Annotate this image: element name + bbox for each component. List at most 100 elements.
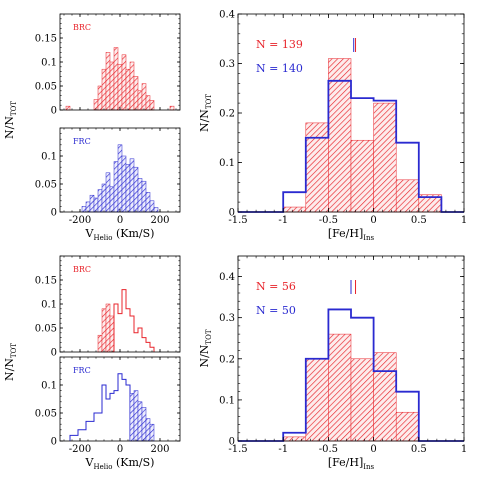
y-tick-label: 0.05	[35, 324, 57, 335]
panel-label-brc: BRC	[73, 23, 91, 32]
x-tick-label: 200	[150, 215, 169, 226]
series-outline-blue	[238, 308, 464, 442]
y-tick-label: 0	[229, 208, 235, 219]
histogram-bar	[81, 206, 87, 213]
histogram-bar	[109, 315, 115, 353]
histogram-bar	[282, 436, 307, 442]
histogram-bar	[395, 179, 420, 213]
histogram-bar	[97, 334, 103, 353]
count-annotation: N = 139	[256, 38, 303, 51]
histogram-bar	[149, 200, 155, 213]
panel-vel-brc-top: 0 0.05 0.1 0.15 BRC N/NTOT	[3, 13, 181, 139]
histogram-bar	[137, 90, 143, 111]
y-tick-label: 0.3	[219, 59, 235, 70]
y-tick-label: 0.2	[219, 109, 235, 120]
y-axis-label-main: N/N	[198, 344, 211, 367]
histogram-bar	[169, 105, 175, 111]
x-tick-label: -0.5	[319, 444, 338, 455]
axes-frame	[237, 255, 465, 442]
x-tick-label: 0.5	[411, 444, 427, 455]
histogram-bar	[109, 186, 115, 213]
x-axis-label-main: V	[85, 456, 95, 469]
y-tick-label: 0	[51, 106, 57, 117]
x-axis-label-main: [Fe/H]	[328, 456, 363, 469]
count-annotation: N = 140	[256, 62, 303, 75]
histogram-outline	[238, 79, 464, 213]
histogram-outline	[238, 308, 464, 442]
histogram-outline	[113, 289, 155, 352]
histogram-bar	[350, 139, 374, 213]
x-tick-label: 200	[150, 444, 169, 455]
histogram-bar	[121, 54, 127, 111]
count-annotation: N = 50	[256, 304, 296, 317]
y-tick-label: 0	[51, 437, 57, 448]
series-outline-blue	[238, 79, 464, 213]
x-tick-label: -1.5	[228, 444, 247, 455]
histogram-bar	[97, 85, 103, 111]
panel-label-brc: BRC	[73, 265, 91, 274]
y-tick-label: 0.1	[41, 152, 57, 163]
panel-vel-frc-bottom: 0 0.05 0.1 -200 0 200 FRC VHelio (Km/S)	[35, 356, 181, 471]
y-tick-label: 0.1	[41, 58, 57, 69]
y-tick-label: 0.2	[219, 354, 235, 365]
y-tick-label: 0.05	[35, 180, 57, 191]
histogram-bar	[395, 411, 420, 442]
x-axis-label: [Fe/H]Ins	[328, 456, 375, 471]
histogram-outline	[69, 373, 131, 441]
histogram-bar	[97, 189, 103, 213]
y-tick-label: 0	[51, 208, 57, 219]
histogram-bar	[101, 308, 107, 353]
y-tick-label: 0.1	[41, 300, 57, 311]
y-tick-label: 0.1	[219, 158, 235, 169]
histogram-bar	[141, 180, 147, 213]
histogram-bar	[137, 401, 143, 442]
x-tick-label: -200	[69, 444, 91, 455]
y-axis-label: N/NTOT	[3, 101, 18, 139]
y-axis-label-sub: TOT	[10, 343, 18, 358]
x-tick-label: -0.5	[319, 215, 338, 226]
y-axis-label: N/NTOT	[198, 329, 213, 367]
histogram-bar	[93, 197, 99, 213]
histogram-bar	[113, 161, 119, 213]
y-tick-label: 0	[51, 348, 57, 359]
histogram-bar	[141, 83, 147, 111]
y-tick-label: 0.4	[219, 10, 235, 21]
x-axis-label-sub: Ins	[363, 234, 374, 242]
histogram-bar	[373, 102, 397, 213]
x-tick-label: 0	[117, 444, 123, 455]
y-axis-label-sub: TOT	[10, 101, 18, 116]
panel-feh-bottom: 0 0.1 0.2 0.3 0.4 -1.5 -1 -0.5 0 0.5 1 N = 56 N = 50…	[198, 255, 467, 471]
histogram-bar	[145, 192, 151, 213]
x-axis-label: VHelio (Km/S)	[85, 456, 155, 471]
series-hatched-blue	[81, 144, 159, 213]
panel-label-frc: FRC	[73, 366, 91, 375]
histogram-bar	[129, 393, 135, 442]
x-axis-label-main: V	[85, 227, 95, 240]
panel-label-frc: FRC	[73, 137, 91, 146]
y-tick-label: 0.1	[219, 395, 235, 406]
y-tick-label: 0.4	[219, 272, 235, 283]
x-axis-label-sub: Helio	[94, 234, 113, 242]
y-axis-label-main: N/N	[3, 116, 16, 139]
histogram-bar	[117, 144, 123, 213]
x-tick-label: 0	[370, 215, 376, 226]
histogram-bar	[117, 64, 123, 111]
y-tick-label: 0.15	[35, 34, 57, 45]
histogram-bar	[101, 68, 107, 111]
y-axis-label: N/NTOT	[198, 94, 213, 132]
x-axis-label: [Fe/H]Ins	[328, 227, 375, 242]
histogram-bar	[125, 164, 131, 213]
panel-feh-top: 0 0.1 0.2 0.3 0.4 -1.5 -1 -0.5 0 0.5 1 N = 139 N = 1…	[198, 10, 467, 243]
histogram-bar	[305, 122, 329, 213]
y-tick-label: 0.1	[41, 381, 57, 392]
y-tick-label: 0.3	[219, 313, 235, 324]
histogram-bar	[145, 418, 151, 442]
y-axis-label: N/NTOT	[3, 343, 18, 381]
histogram-bar	[65, 105, 71, 111]
x-tick-label: -1	[278, 215, 288, 226]
x-tick-label: 0	[117, 215, 123, 226]
histogram-bar	[133, 166, 139, 213]
y-axis-label-main: N/N	[198, 109, 211, 132]
x-axis-label-main: [Fe/H]	[328, 227, 363, 240]
